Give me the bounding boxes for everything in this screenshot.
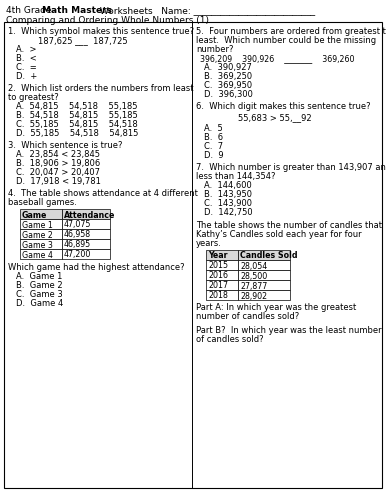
- Text: 47,200: 47,200: [64, 250, 91, 260]
- Text: D.  +: D. +: [16, 72, 37, 81]
- Bar: [206, 270, 238, 280]
- Bar: [62, 249, 110, 259]
- Text: A.  >: A. >: [16, 45, 37, 54]
- Text: 3.  Which sentence is true?: 3. Which sentence is true?: [8, 141, 122, 150]
- Bar: [20, 209, 62, 219]
- Text: Comparing and Ordering Whole Numbers (1): Comparing and Ordering Whole Numbers (1): [6, 16, 209, 25]
- Text: 2018: 2018: [208, 292, 228, 300]
- Bar: [238, 290, 290, 300]
- Text: D.  55,185    54,518    54,815: D. 55,185 54,518 54,815: [16, 129, 138, 138]
- Text: A.  54,815    54,518    55,185: A. 54,815 54,518 55,185: [16, 102, 137, 111]
- Text: Game 1: Game 1: [22, 220, 53, 230]
- Text: Attendance: Attendance: [64, 210, 115, 220]
- Text: Game 2: Game 2: [22, 230, 53, 239]
- Text: 2015: 2015: [208, 262, 228, 270]
- Text: B.  Game 2: B. Game 2: [16, 281, 63, 290]
- Text: Part B?  In which year was the least number: Part B? In which year was the least numb…: [196, 326, 382, 335]
- Text: baseball games.: baseball games.: [8, 198, 77, 207]
- Text: number?: number?: [196, 45, 234, 54]
- Bar: [206, 280, 238, 290]
- Text: A.  Game 1: A. Game 1: [16, 272, 63, 281]
- Text: Kathy’s Candles sold each year for four: Kathy’s Candles sold each year for four: [196, 230, 362, 239]
- Text: 6.  Which digit makes this sentence true?: 6. Which digit makes this sentence true?: [196, 102, 371, 111]
- Text: 1.  Which symbol makes this sentence true?: 1. Which symbol makes this sentence true…: [8, 27, 194, 36]
- Bar: [206, 290, 238, 300]
- Text: 46,958: 46,958: [64, 230, 91, 239]
- Text: 28,054: 28,054: [240, 262, 267, 270]
- Text: Game: Game: [22, 210, 47, 220]
- Bar: [62, 209, 110, 219]
- Text: A.  390,927: A. 390,927: [204, 63, 252, 72]
- Text: A.  23,854 < 23,845: A. 23,854 < 23,845: [16, 150, 100, 159]
- Text: D.  396,300: D. 396,300: [204, 90, 253, 99]
- Text: D.  Game 4: D. Game 4: [16, 299, 63, 308]
- Text: 2.  Which list orders the numbers from least: 2. Which list orders the numbers from le…: [8, 84, 193, 93]
- Text: 396,209    390,926    _______    369,260: 396,209 390,926 _______ 369,260: [200, 54, 354, 63]
- Text: 4th Grade: 4th Grade: [6, 6, 54, 15]
- Text: 46,895: 46,895: [64, 240, 91, 250]
- Bar: [20, 219, 62, 229]
- Text: Year: Year: [208, 252, 227, 260]
- Text: C.  369,950: C. 369,950: [204, 81, 252, 90]
- Text: D.  9: D. 9: [204, 151, 223, 160]
- Text: 28,500: 28,500: [240, 272, 267, 280]
- Bar: [20, 249, 62, 259]
- Text: A.  5: A. 5: [204, 124, 223, 133]
- Text: D.  142,750: D. 142,750: [204, 208, 252, 217]
- Text: Game 3: Game 3: [22, 240, 53, 250]
- Text: years.: years.: [196, 239, 222, 248]
- Text: B.  369,250: B. 369,250: [204, 72, 252, 81]
- Text: Which game had the highest attendance?: Which game had the highest attendance?: [8, 263, 185, 272]
- Text: 55,683 > 55,__92: 55,683 > 55,__92: [238, 113, 312, 122]
- Bar: [20, 239, 62, 249]
- Bar: [238, 280, 290, 290]
- Text: Candles Sold: Candles Sold: [240, 252, 298, 260]
- Text: B.  54,518    54,815    55,185: B. 54,518 54,815 55,185: [16, 111, 138, 120]
- Text: Math Masters: Math Masters: [42, 6, 112, 15]
- Text: C.  143,900: C. 143,900: [204, 199, 252, 208]
- Text: B.  18,906 > 19,806: B. 18,906 > 19,806: [16, 159, 100, 168]
- Text: 5.  Four numbers are ordered from greatest to: 5. Four numbers are ordered from greates…: [196, 27, 386, 36]
- Text: 2016: 2016: [208, 272, 228, 280]
- Text: B.  143,950: B. 143,950: [204, 190, 252, 199]
- Text: The table shows the number of candles that: The table shows the number of candles th…: [196, 221, 382, 230]
- Bar: [206, 250, 238, 260]
- Text: Part A: In which year was the greatest: Part A: In which year was the greatest: [196, 303, 356, 312]
- Bar: [62, 229, 110, 239]
- Bar: [62, 239, 110, 249]
- Text: less than 144,354?: less than 144,354?: [196, 172, 276, 181]
- Bar: [20, 229, 62, 239]
- Text: C.  20,047 > 20,407: C. 20,047 > 20,407: [16, 168, 100, 177]
- Bar: [62, 219, 110, 229]
- Text: C.  =: C. =: [16, 63, 37, 72]
- Text: 4.  The table shows attendance at 4 different: 4. The table shows attendance at 4 diffe…: [8, 189, 198, 198]
- Bar: [238, 270, 290, 280]
- Bar: [238, 260, 290, 270]
- Text: C.  Game 3: C. Game 3: [16, 290, 63, 299]
- Text: 187,625 ___  187,725: 187,625 ___ 187,725: [38, 36, 128, 45]
- Text: A.  144,600: A. 144,600: [204, 181, 252, 190]
- Text: Worksheets   Name: ___________________________: Worksheets Name: _______________________…: [97, 6, 315, 15]
- Text: to greatest?: to greatest?: [8, 93, 59, 102]
- Text: 2017: 2017: [208, 282, 228, 290]
- Text: B.  6: B. 6: [204, 133, 223, 142]
- Text: 47,075: 47,075: [64, 220, 91, 230]
- Bar: [206, 260, 238, 270]
- Text: 27,877: 27,877: [240, 282, 267, 290]
- Text: D.  17,918 < 19,781: D. 17,918 < 19,781: [16, 177, 101, 186]
- Text: Game 4: Game 4: [22, 250, 53, 260]
- Text: least.  Which number could be the missing: least. Which number could be the missing: [196, 36, 376, 45]
- Text: C.  55,185    54,815    54,518: C. 55,185 54,815 54,518: [16, 120, 138, 129]
- Text: 7.  Which number is greater than 143,907 and: 7. Which number is greater than 143,907 …: [196, 163, 386, 172]
- Text: 28,902: 28,902: [240, 292, 267, 300]
- Text: of candles sold?: of candles sold?: [196, 335, 264, 344]
- Text: B.  <: B. <: [16, 54, 37, 63]
- Bar: [238, 250, 290, 260]
- Text: C.  7: C. 7: [204, 142, 223, 151]
- Text: number of candles sold?: number of candles sold?: [196, 312, 299, 321]
